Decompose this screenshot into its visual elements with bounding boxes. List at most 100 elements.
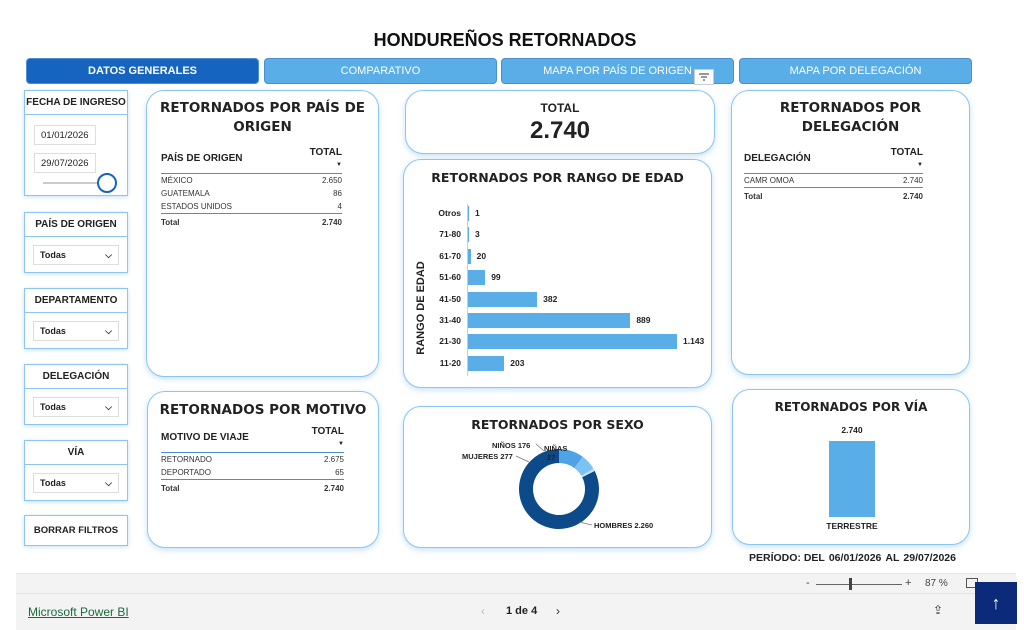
tick-label: TERRESTRE	[826, 521, 878, 531]
donut-slice-niñas[interactable]	[581, 468, 595, 478]
total-row: Total 2.740	[161, 479, 344, 495]
cell: 4	[337, 202, 342, 211]
bar[interactable]	[467, 248, 471, 264]
data-label: 1.143	[683, 336, 705, 347]
data-label: 2.740	[841, 425, 863, 435]
clear-filters-button[interactable]: BORRAR FILTROS	[24, 515, 128, 546]
pais-table: PAÍS DE ORIGEN TOTAL ▼ MÉXICO 2.650 GUATEM…	[161, 143, 342, 229]
bar[interactable]	[467, 270, 486, 286]
tab-comparativo[interactable]: COMPARATIVO	[264, 58, 497, 84]
tick-label: 21-30	[439, 336, 461, 347]
date-range-handle[interactable]	[97, 173, 117, 193]
cell: 2.740	[864, 187, 923, 203]
card-title: RETORNADOS POR VÍA	[774, 400, 928, 414]
cell: 2.675	[323, 455, 344, 464]
periodo-al: AL	[885, 552, 900, 564]
data-label: 1	[475, 208, 480, 218]
card-title: RETORNADOS POR SEXO	[471, 417, 644, 432]
bar[interactable]	[467, 313, 631, 328]
share-icon[interactable]: ⇪	[933, 603, 944, 617]
footer-bar: Microsoft Power BI ‹ 1 de 4 › ⇪	[16, 593, 1016, 630]
cell: RETORNADO	[161, 455, 212, 464]
cell: GUATEMALA	[161, 189, 210, 198]
total-row: Total 2.740	[161, 213, 342, 229]
col-header-total[interactable]: TOTAL ▼	[294, 422, 344, 453]
chevron-down-icon: ⌵	[105, 249, 112, 260]
via-dropdown[interactable]: Todas ⌵	[33, 473, 119, 493]
data-label: NIÑOS 176	[492, 441, 530, 450]
donut-slice-mujeres[interactable]	[559, 449, 583, 469]
zoom-in-button[interactable]: +	[905, 577, 912, 589]
cell: CAMR OMOA	[744, 176, 795, 185]
bar[interactable]	[467, 334, 677, 350]
prev-page-icon[interactable]: ‹	[481, 604, 485, 618]
arrow-up-icon: ↑	[991, 592, 1001, 613]
col-header: MOTIVO DE VIAJE	[161, 422, 295, 453]
tab-datos-generales[interactable]: DATOS GENERALES	[26, 58, 259, 84]
start-date-input[interactable]: 01/01/2026	[34, 125, 96, 145]
bar[interactable]	[467, 291, 538, 307]
dropdown-value: Todas	[40, 250, 66, 260]
delegacion-table: DELEGACIÓN TOTAL ▼ CAMR OMOA 2.740 Total 2.…	[744, 143, 923, 203]
filter-icon[interactable]	[694, 69, 714, 85]
chevron-down-icon: ⌵	[105, 477, 112, 488]
departamento-dropdown[interactable]: Todas ⌵	[33, 321, 119, 341]
cell: 2.740	[294, 479, 344, 495]
delegacion-dropdown[interactable]: Todas ⌵	[33, 397, 119, 417]
tab-label: MAPA POR PAÍS DE ORIGEN	[543, 65, 692, 77]
pais-slicer: PAÍS DE ORIGEN Todas ⌵	[24, 212, 128, 273]
dropdown-value: Todas	[40, 402, 66, 412]
cell: 2.650	[321, 176, 342, 185]
data-label: 889	[636, 315, 651, 325]
data-label: 20	[476, 250, 487, 261]
sort-desc-icon: ▼	[917, 162, 923, 168]
periodo-end: 29/07/2026	[903, 552, 956, 564]
card-title: RETORNADOS POR RANGO DE EDAD	[431, 170, 684, 185]
bar[interactable]	[467, 206, 469, 221]
cell: 65	[335, 468, 344, 477]
tab-mapa-pais[interactable]: MAPA POR PAÍS DE ORIGEN	[501, 58, 734, 85]
zoom-out-button[interactable]: -	[806, 577, 810, 589]
col-header-label: TOTAL	[890, 147, 923, 158]
bar[interactable]	[829, 441, 875, 517]
zoom-slider-track[interactable]	[816, 584, 902, 585]
col-header-label: TOTAL	[311, 426, 344, 437]
table-row: GUATEMALA 86	[161, 187, 342, 200]
zoom-slider-handle[interactable]	[849, 578, 852, 590]
dropdown-value: Todas	[40, 478, 66, 488]
data-label: MUJERES 277	[462, 452, 513, 461]
card-title: RETORNADOS POR MOTIVO	[159, 402, 367, 418]
pais-dropdown[interactable]: Todas ⌵	[33, 245, 119, 265]
tab-label: DATOS GENERALES	[88, 65, 197, 77]
tick-label: Otros	[438, 208, 461, 218]
donut-slice-hombres[interactable]	[519, 449, 599, 529]
zoom-bar: - + 87 %	[16, 573, 1016, 593]
donut-slice-niños[interactable]	[574, 456, 594, 476]
leader-line	[578, 521, 593, 526]
tick-label: 41-50	[439, 293, 461, 304]
via-slicer: VÍA Todas ⌵	[24, 440, 128, 501]
page-title: HONDUREÑOS RETORNADOS	[373, 30, 637, 50]
via-bar-chart: 2.740 TERRESTRE	[733, 390, 971, 546]
cell: Total	[161, 213, 291, 229]
tab-mapa-delegacion[interactable]: MAPA POR DELEGACIÓN	[739, 58, 972, 84]
bar[interactable]	[467, 355, 505, 371]
next-page-icon[interactable]: ›	[556, 604, 560, 618]
col-header-total[interactable]: TOTAL ▼	[864, 143, 923, 174]
scroll-top-button[interactable]: ↑	[975, 582, 1017, 624]
tick-label: 11-20	[439, 357, 461, 368]
fecha-slicer: FECHA DE INGRESO 01/01/2026 29/07/2026	[24, 90, 128, 196]
tab-label: COMPARATIVO	[340, 65, 421, 77]
slicer-head: FECHA DE INGRESO	[25, 91, 127, 115]
col-header-total[interactable]: TOTAL ▼	[290, 143, 342, 174]
data-label: 382	[543, 293, 558, 304]
cell: 86	[333, 189, 342, 198]
total-value: 2.740	[529, 117, 591, 144]
bar[interactable]	[467, 227, 469, 243]
power-bi-link[interactable]: Microsoft Power BI	[28, 605, 129, 619]
data-label: 203	[510, 357, 525, 368]
leader-line	[515, 455, 530, 463]
end-date-input[interactable]: 29/07/2026	[34, 153, 96, 173]
table-row: MÉXICO 2.650	[161, 174, 342, 188]
cell: Total	[161, 479, 295, 495]
